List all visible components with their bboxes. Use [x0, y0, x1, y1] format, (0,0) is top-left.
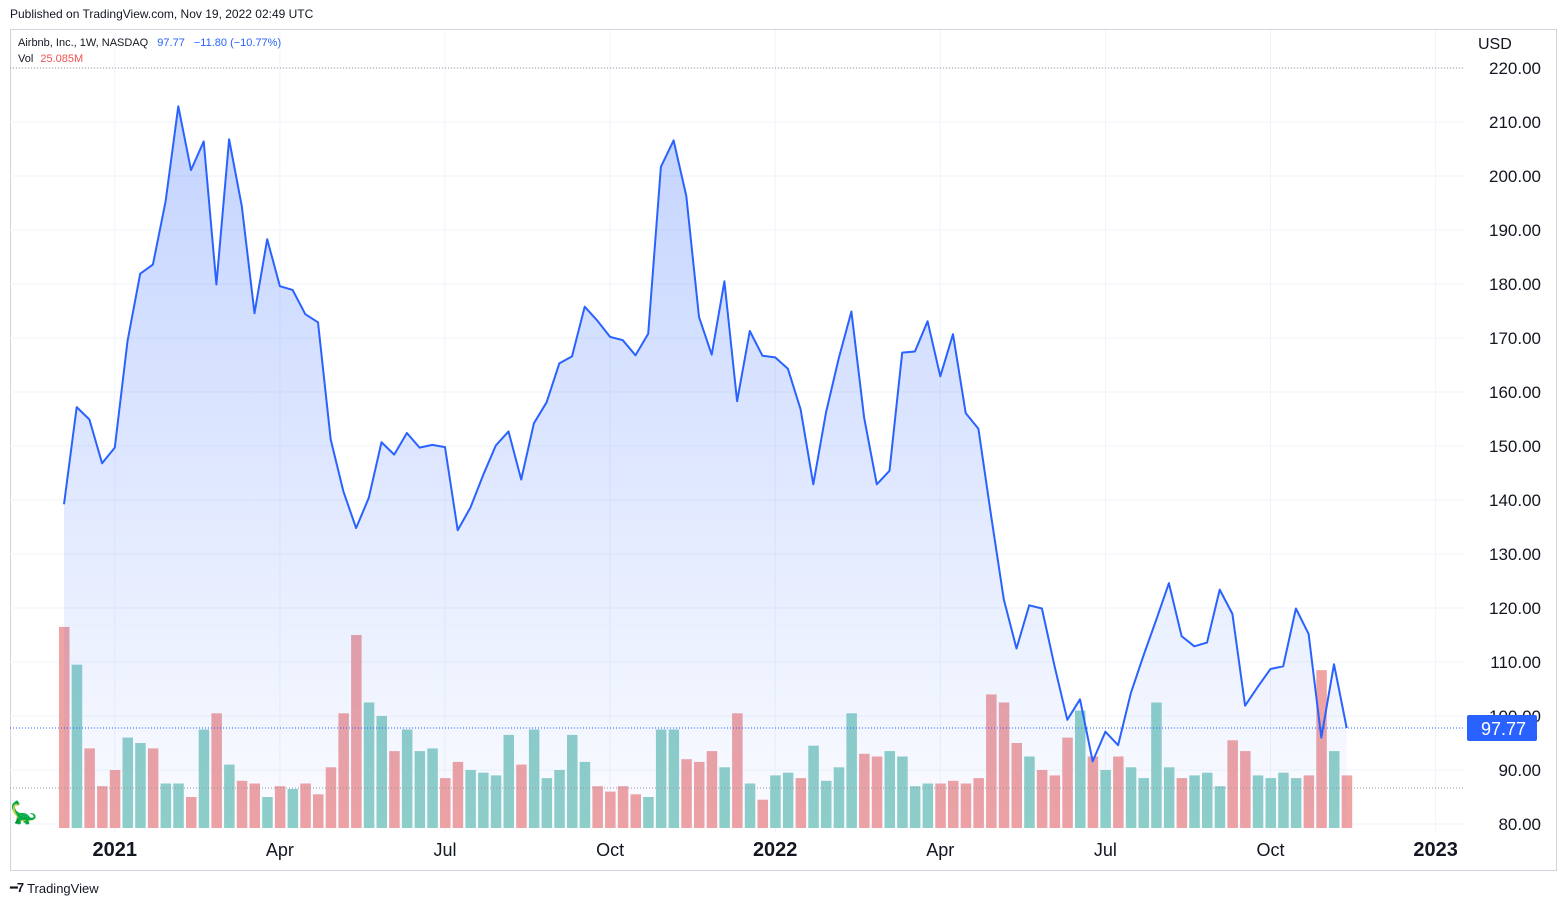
tradingview-logo-icon: ━7 [10, 880, 24, 895]
legend-volume-row: Vol 25.085M [18, 51, 281, 67]
published-note: Published on TradingView.com, Nov 19, 20… [10, 7, 314, 21]
currency-label[interactable]: USD [1478, 36, 1512, 53]
legend-vol-value: 25.085M [40, 53, 84, 65]
price-area [64, 106, 1347, 829]
x-tick-label: Jul [433, 840, 456, 860]
legend-change: −11.80 (−10.77%) [193, 37, 282, 49]
x-tick-label: Jul [1094, 840, 1117, 860]
y-tick-label: 150.00 [1489, 437, 1541, 456]
y-tick-label: 120.00 [1489, 599, 1541, 618]
y-tick-label: 80.00 [1498, 815, 1541, 834]
volume-bar [1341, 775, 1353, 828]
x-axis[interactable]: 2021 Apr Jul Oct 2022 Apr Jul Oct 2023 [93, 839, 1458, 861]
y-tick-label: 180.00 [1489, 275, 1541, 294]
legend-symbol-row: Airbnb, Inc., 1W, NASDAQ 97.77 −11.80 (−… [18, 35, 281, 51]
x-tick-label: Oct [1256, 840, 1284, 860]
x-tick-label: Apr [926, 840, 954, 860]
y-tick-label: 90.00 [1498, 761, 1541, 780]
y-tick-label: 130.00 [1489, 545, 1541, 564]
chart-legend: Airbnb, Inc., 1W, NASDAQ 97.77 −11.80 (−… [18, 35, 281, 67]
x-tick-label: Oct [596, 840, 624, 860]
y-tick-label: 140.00 [1489, 491, 1541, 510]
footer: ━7 TradingView [10, 880, 99, 896]
y-tick-label: 200.00 [1489, 167, 1541, 186]
last-price-badge: 97.77 [1467, 715, 1537, 742]
x-tick-label: Apr [266, 840, 294, 860]
y-tick-label: 210.00 [1489, 113, 1541, 132]
x-tick-label: 2022 [753, 839, 798, 861]
dino-icon[interactable]: 🦕 [10, 800, 38, 825]
legend-symbol: Airbnb, Inc., 1W, NASDAQ [18, 37, 149, 49]
last-price-label: 97.77 [1481, 719, 1526, 739]
legend-vol-label: Vol [18, 53, 34, 65]
footer-brand: TradingView [27, 880, 99, 896]
y-tick-label: 190.00 [1489, 221, 1541, 240]
y-tick-label: 110.00 [1490, 653, 1541, 672]
x-tick-label: 2021 [93, 839, 138, 861]
legend-last: 97.77 [157, 37, 185, 49]
y-tick-label: 160.00 [1489, 383, 1541, 402]
y-tick-label: 170.00 [1489, 329, 1541, 348]
x-tick-label: 2023 [1413, 839, 1458, 861]
price-line [63, 105, 1348, 763]
y-tick-label: 220.00 [1489, 59, 1541, 78]
